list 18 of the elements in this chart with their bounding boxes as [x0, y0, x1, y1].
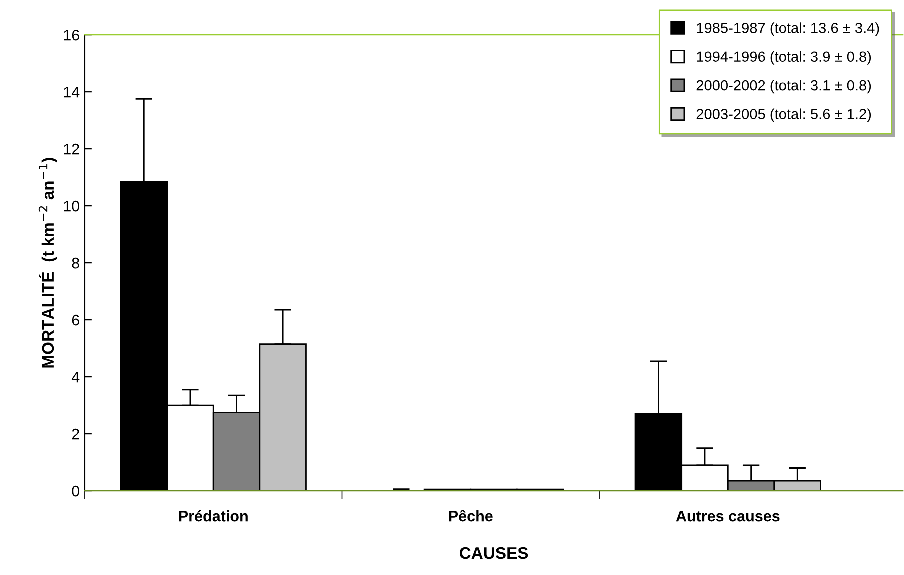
y-axis-title: MORTALITÉ (t km$^{−2}$ an$^{−1}$) [38, 158, 58, 368]
y-tick-label: 12 [64, 144, 80, 155]
x-tick-label: Autres causes [676, 511, 780, 522]
y-tick-label: 0 [72, 486, 80, 497]
legend-label: 1994-1996 (total: 3.9 ± 0.8) [697, 51, 872, 65]
y-tick-label: 8 [72, 258, 80, 269]
y-tick-label: 2 [72, 428, 80, 440]
legend-label: 2000-2002 (total: 3.1 ± 0.8) [696, 80, 872, 94]
y-tick-label: 16 [64, 30, 80, 41]
y-tick-label: 4 [72, 372, 80, 383]
legend-label: 2003-2005 (total: 5.6 ± 1.2) [696, 108, 872, 122]
x-tick-label: Prédation [179, 510, 248, 522]
y-tick-label: 10 [64, 200, 80, 212]
legend-label: 1985-1987 (total: 13.6 ± 3.4) [697, 22, 880, 36]
y-tick-label: 6 [72, 314, 80, 326]
x-tick-label: Pêche [449, 510, 493, 522]
x-axis-title: CAUSES [460, 547, 528, 560]
y-tick-label: 14 [64, 87, 80, 98]
